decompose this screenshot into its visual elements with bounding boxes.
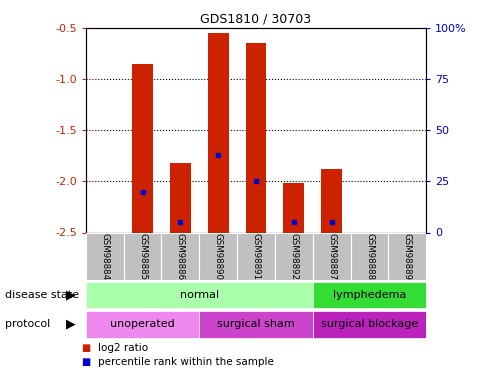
Text: GSM98887: GSM98887 bbox=[327, 233, 336, 280]
FancyBboxPatch shape bbox=[389, 234, 426, 280]
FancyBboxPatch shape bbox=[199, 310, 313, 338]
Bar bbox=[245, 44, 267, 232]
Text: lymphedema: lymphedema bbox=[333, 290, 406, 300]
FancyBboxPatch shape bbox=[313, 310, 426, 338]
FancyBboxPatch shape bbox=[123, 234, 161, 280]
FancyBboxPatch shape bbox=[86, 234, 123, 280]
Text: GSM98892: GSM98892 bbox=[290, 233, 298, 280]
Text: GSM98891: GSM98891 bbox=[251, 233, 261, 280]
Text: protocol: protocol bbox=[5, 320, 50, 329]
FancyBboxPatch shape bbox=[351, 234, 389, 280]
Text: unoperated: unoperated bbox=[110, 320, 175, 329]
Text: percentile rank within the sample: percentile rank within the sample bbox=[98, 357, 274, 367]
Text: GSM98890: GSM98890 bbox=[214, 233, 222, 280]
Text: GSM98884: GSM98884 bbox=[100, 233, 109, 280]
Bar bbox=[132, 64, 153, 232]
Text: log2 ratio: log2 ratio bbox=[98, 343, 148, 353]
Text: GSM98888: GSM98888 bbox=[365, 233, 374, 280]
Text: surgical blockage: surgical blockage bbox=[321, 320, 418, 329]
FancyBboxPatch shape bbox=[237, 234, 275, 280]
Text: GSM98886: GSM98886 bbox=[176, 233, 185, 280]
FancyBboxPatch shape bbox=[199, 234, 237, 280]
Text: GSM98889: GSM98889 bbox=[403, 233, 412, 280]
FancyBboxPatch shape bbox=[86, 282, 313, 308]
Text: normal: normal bbox=[180, 290, 219, 300]
Title: GDS1810 / 30703: GDS1810 / 30703 bbox=[200, 13, 312, 26]
Text: disease state: disease state bbox=[5, 290, 79, 300]
Text: surgical sham: surgical sham bbox=[217, 320, 295, 329]
Text: ▶: ▶ bbox=[66, 318, 76, 331]
Text: GSM98885: GSM98885 bbox=[138, 233, 147, 280]
FancyBboxPatch shape bbox=[275, 234, 313, 280]
FancyBboxPatch shape bbox=[161, 234, 199, 280]
Text: ▶: ▶ bbox=[66, 289, 76, 302]
Bar bbox=[170, 163, 191, 232]
Bar bbox=[283, 183, 304, 232]
FancyBboxPatch shape bbox=[313, 234, 351, 280]
Bar bbox=[321, 169, 342, 232]
FancyBboxPatch shape bbox=[86, 310, 199, 338]
Text: ■: ■ bbox=[81, 357, 90, 367]
Bar bbox=[208, 33, 229, 232]
FancyBboxPatch shape bbox=[313, 282, 426, 308]
Text: ■: ■ bbox=[81, 343, 90, 353]
